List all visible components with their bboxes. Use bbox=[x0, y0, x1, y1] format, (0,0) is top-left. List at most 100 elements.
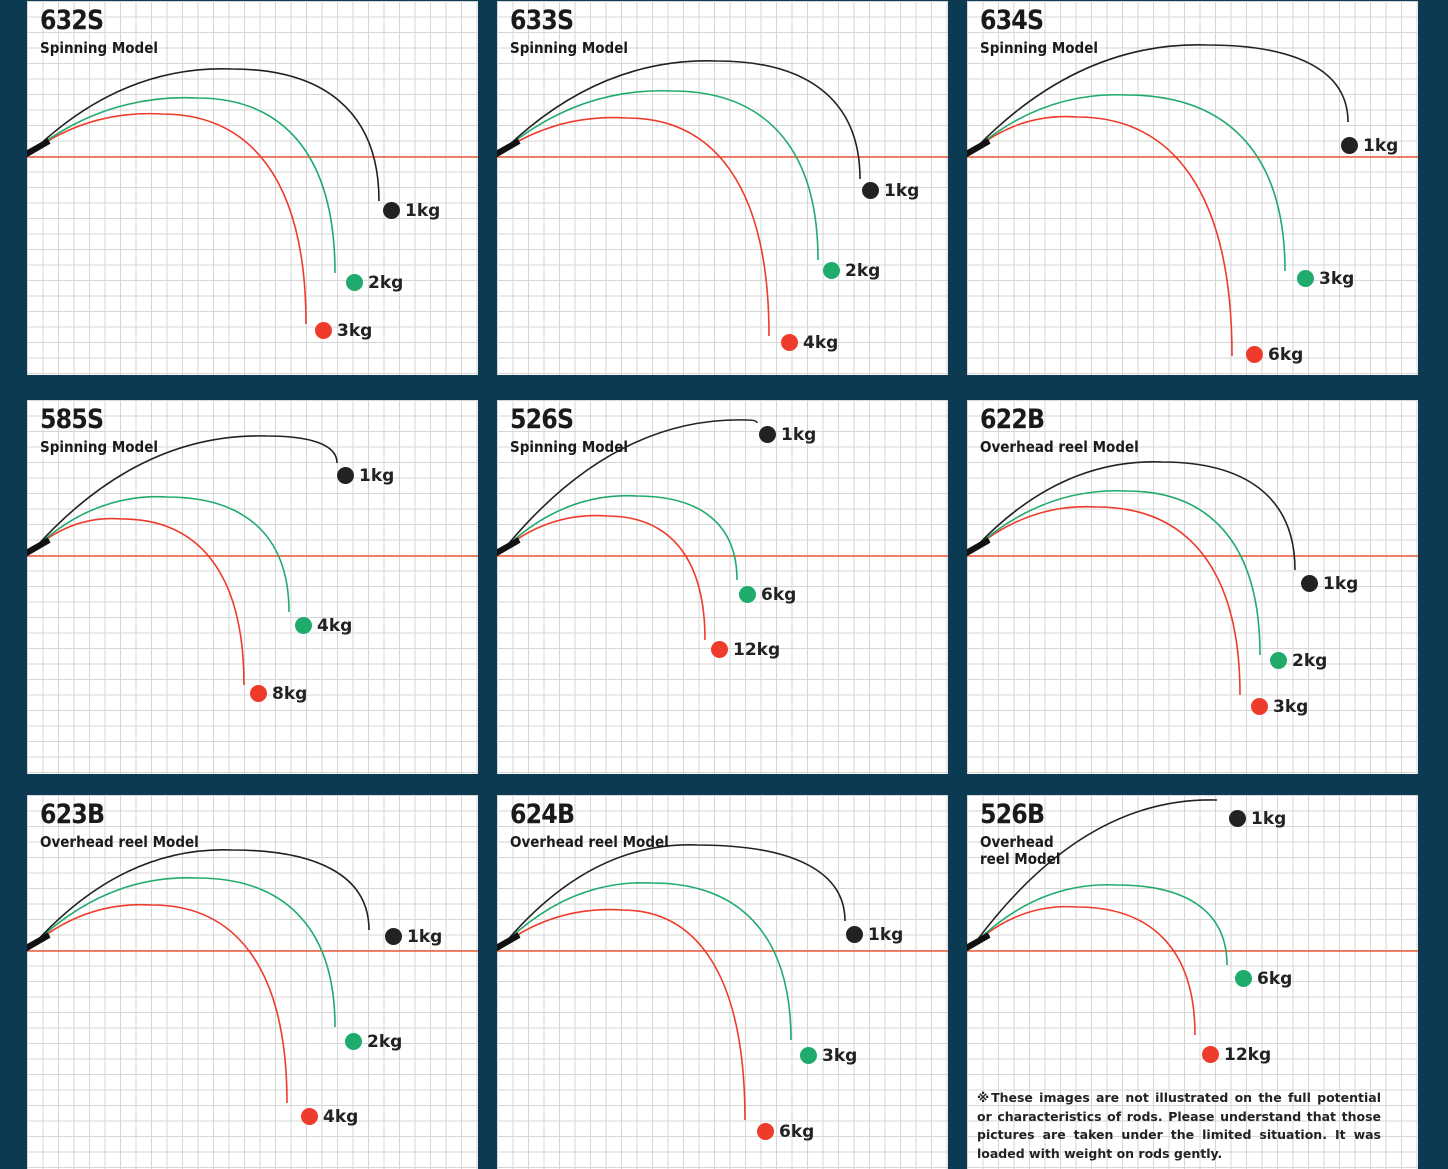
weight-label-black: 1kg bbox=[1229, 809, 1286, 829]
rod-panel-624b: 624B Overhead reel Model 1kg 3kg 6kg bbox=[497, 795, 948, 1169]
weight-label-green: 3kg bbox=[800, 1046, 857, 1066]
weight-dot-green bbox=[823, 262, 840, 279]
weight-dot-black bbox=[383, 202, 400, 219]
rod-curve-1kg bbox=[34, 435, 338, 549]
weight-text: 4kg bbox=[803, 333, 839, 353]
weight-text: 6kg bbox=[1268, 345, 1304, 365]
rod-panel-633s: 633S Spinning Model 1kg 2kg 4kg bbox=[497, 1, 948, 375]
weight-text: 2kg bbox=[367, 1032, 403, 1052]
weight-dot-black bbox=[337, 467, 354, 484]
model-subtitle: Overhead reel Model bbox=[510, 833, 669, 851]
rod-curves bbox=[497, 419, 948, 641]
weight-text: 1kg bbox=[868, 925, 904, 945]
weight-label-black: 1kg bbox=[1341, 136, 1398, 156]
weight-label-green: 2kg bbox=[346, 273, 403, 293]
weight-dot-green bbox=[739, 586, 756, 603]
weight-label-green: 4kg bbox=[295, 616, 352, 636]
disclaimer-note: ※These images are not illustrated on the… bbox=[977, 1090, 1381, 1161]
weight-text: 8kg bbox=[272, 684, 308, 704]
weight-text: 2kg bbox=[1292, 651, 1328, 671]
weight-dot-red bbox=[757, 1123, 774, 1140]
rod-curves bbox=[27, 435, 478, 686]
weight-dot-green bbox=[800, 1047, 817, 1064]
model-subtitle: Spinning Model bbox=[510, 39, 628, 57]
weight-text: 6kg bbox=[1257, 969, 1293, 989]
weight-dot-black bbox=[759, 426, 776, 443]
rod-grip bbox=[27, 537, 51, 557]
rod-curves bbox=[27, 68, 478, 325]
rod-curve-4kg bbox=[504, 116, 770, 337]
rod-curves bbox=[967, 799, 1418, 1036]
rod-panel-622b: 622B Overhead reel Model 1kg 2kg 3kg bbox=[967, 400, 1418, 774]
rod-curve-1kg bbox=[504, 844, 846, 944]
rod-curves bbox=[497, 60, 948, 337]
rod-grip bbox=[967, 537, 991, 557]
weight-dot-red bbox=[1246, 346, 1263, 363]
model-subtitle: Spinning Model bbox=[510, 438, 628, 456]
weight-label-black: 1kg bbox=[337, 466, 394, 486]
weight-text: 1kg bbox=[781, 425, 817, 445]
rod-panel-623b: 623B Overhead reel Model 1kg 2kg 4kg bbox=[27, 795, 478, 1169]
rod-curve-2kg bbox=[34, 877, 336, 1028]
weight-text: 1kg bbox=[1323, 574, 1359, 594]
rod-grip bbox=[497, 537, 521, 557]
model-title: 622B bbox=[980, 404, 1045, 435]
weight-text: 4kg bbox=[317, 616, 353, 636]
rod-curve-6kg bbox=[974, 115, 1233, 357]
model-title: 624B bbox=[510, 799, 575, 830]
weight-text: 3kg bbox=[337, 321, 373, 341]
rod-grip bbox=[497, 932, 521, 952]
weight-dot-red bbox=[711, 641, 728, 658]
weight-dot-red bbox=[315, 322, 332, 339]
rod-panel-632s: 632S Spinning Model 1kg 2kg 3kg bbox=[27, 1, 478, 375]
weight-label-red: 4kg bbox=[781, 333, 838, 353]
rod-curve-4kg bbox=[34, 903, 288, 1104]
weight-label-red: 3kg bbox=[1251, 697, 1308, 717]
rod-curves bbox=[967, 461, 1418, 696]
model-subtitle: Overhead reel Model bbox=[980, 833, 1061, 868]
weight-text: 3kg bbox=[1273, 697, 1309, 717]
weight-label-black: 1kg bbox=[1301, 574, 1358, 594]
weight-dot-black bbox=[1341, 137, 1358, 154]
weight-dot-black bbox=[846, 926, 863, 943]
weight-label-green: 2kg bbox=[1270, 651, 1327, 671]
rod-curves bbox=[967, 44, 1418, 357]
rod-curve-8kg bbox=[34, 517, 245, 686]
weight-label-red: 12kg bbox=[711, 640, 780, 660]
weight-label-red: 8kg bbox=[250, 684, 307, 704]
weight-text: 1kg bbox=[1363, 136, 1399, 156]
rod-curve-3kg bbox=[34, 112, 307, 325]
weight-label-green: 3kg bbox=[1297, 269, 1354, 289]
weight-label-black: 1kg bbox=[759, 425, 816, 445]
weight-text: 6kg bbox=[761, 585, 797, 605]
weight-label-black: 1kg bbox=[385, 927, 442, 947]
weight-dot-green bbox=[346, 274, 363, 291]
weight-label-green: 6kg bbox=[1235, 969, 1292, 989]
model-title: 585S bbox=[40, 404, 104, 435]
rod-panel-526b: 526B Overhead reel Model 1kg 6kg 12kg ※These … bbox=[967, 795, 1418, 1169]
rod-panel-634s: 634S Spinning Model 1kg 3kg 6kg bbox=[967, 1, 1418, 375]
model-title: 526B bbox=[980, 799, 1045, 830]
model-title: 632S bbox=[40, 5, 104, 36]
rod-panel-526s: 526S Spinning Model 1kg 6kg 12kg bbox=[497, 400, 948, 774]
weight-dot-red bbox=[781, 334, 798, 351]
model-subtitle: Overhead reel Model bbox=[980, 438, 1139, 456]
model-title: 623B bbox=[40, 799, 105, 830]
rod-curves bbox=[497, 844, 948, 1121]
weight-label-black: 1kg bbox=[846, 925, 903, 945]
rod-curve-6kg bbox=[504, 908, 746, 1121]
rod-curve-3kg bbox=[504, 881, 792, 1041]
model-subtitle: Spinning Model bbox=[40, 438, 158, 456]
weight-dot-red bbox=[1202, 1046, 1219, 1063]
weight-text: 1kg bbox=[407, 927, 443, 947]
rod-curve-1kg bbox=[974, 44, 1349, 150]
weight-text: 6kg bbox=[779, 1122, 815, 1142]
rod-curve-1kg bbox=[504, 60, 861, 180]
rod-curve-3kg bbox=[974, 505, 1241, 696]
weight-text: 3kg bbox=[1319, 269, 1355, 289]
model-subtitle: Overhead reel Model bbox=[40, 833, 199, 851]
weight-dot-green bbox=[1270, 652, 1287, 669]
rod-curve-1kg bbox=[974, 799, 1218, 944]
weight-label-red: 3kg bbox=[315, 321, 372, 341]
model-subtitle: Spinning Model bbox=[980, 39, 1098, 57]
